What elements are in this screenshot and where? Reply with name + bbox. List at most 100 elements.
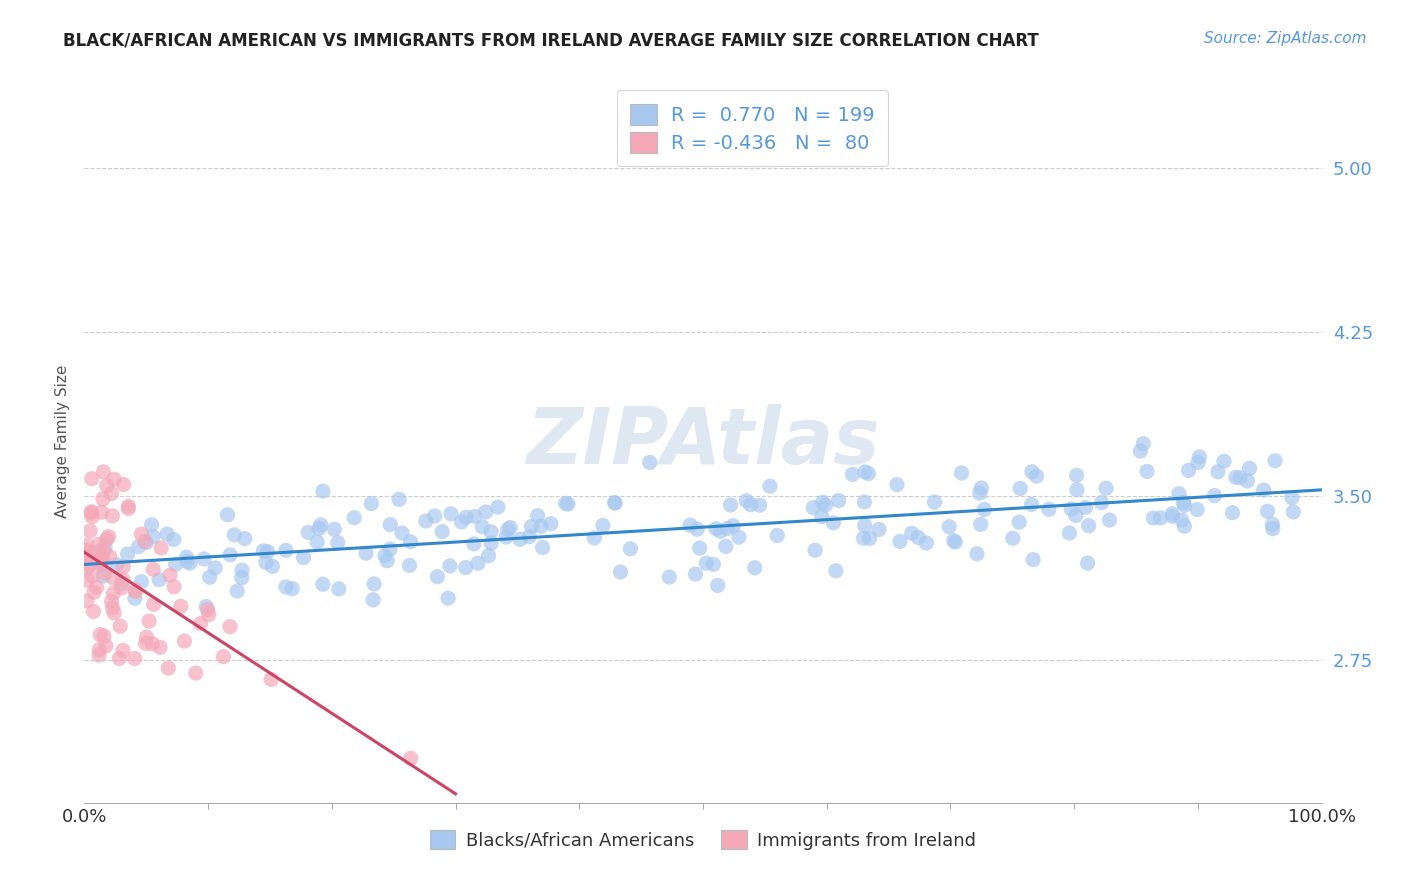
Point [689,541,711,555]
Point [966,547,988,561]
Point [853,495,876,509]
Point [142,562,165,576]
Point [478,549,501,563]
Point [176,550,198,565]
Point [454,510,477,524]
Point [108,651,131,665]
Point [942,533,965,548]
Point [142,597,165,611]
Point [889,534,911,549]
Point [1077,556,1099,570]
Point [827,493,849,508]
Point [938,519,960,533]
Point [297,525,319,540]
Point [117,501,139,516]
Point [1066,468,1088,483]
Point [89,551,111,566]
Point [1022,552,1045,566]
Point [841,467,863,482]
Point [853,518,876,533]
Point [219,548,242,562]
Point [744,561,766,575]
Point [93,629,115,643]
Point [450,515,472,529]
Point [87,537,110,551]
Point [759,479,782,493]
Point [1001,531,1024,545]
Point [399,534,422,549]
Point [1161,507,1184,521]
Point [1213,454,1236,468]
Point [254,555,277,569]
Point [309,517,332,532]
Point [1222,506,1244,520]
Point [256,544,278,558]
Point [526,508,548,523]
Point [969,517,991,532]
Point [1021,497,1043,511]
Point [117,499,139,513]
Point [378,542,401,557]
Point [709,524,731,539]
Point [93,544,115,558]
Point [343,510,366,524]
Point [1132,436,1154,450]
Point [131,574,153,589]
Point [111,643,134,657]
Point [173,634,195,648]
Point [262,559,284,574]
Point [212,649,235,664]
Point [1225,470,1247,484]
Point [1161,509,1184,524]
Point [142,530,165,544]
Point [1149,511,1171,525]
Point [193,552,215,566]
Point [1010,482,1032,496]
Point [91,553,114,567]
Point [134,534,156,549]
Point [165,558,187,572]
Point [176,555,198,569]
Point [1206,465,1229,479]
Point [859,532,882,546]
Point [83,605,105,619]
Point [1059,526,1081,541]
Point [728,530,751,544]
Point [93,566,115,580]
Point [1173,519,1195,533]
Point [124,591,146,606]
Point [141,517,163,532]
Point [1095,481,1118,495]
Point [1261,522,1284,536]
Point [1064,508,1087,523]
Point [159,568,181,582]
Point [426,569,449,583]
Point [391,526,413,541]
Point [90,558,112,572]
Point [852,532,875,546]
Point [592,518,614,533]
Point [149,640,172,655]
Point [157,661,180,675]
Point [810,509,832,524]
Point [89,628,111,642]
Point [486,500,509,514]
Point [1021,465,1043,479]
Point [969,486,991,500]
Point [467,556,489,570]
Point [735,494,758,508]
Point [103,586,125,600]
Point [804,543,827,558]
Point [226,584,249,599]
Point [440,507,463,521]
Point [260,673,283,687]
Point [94,540,117,554]
Point [638,455,661,469]
Point [307,535,329,549]
Point [96,478,118,492]
Point [520,519,543,533]
Point [124,651,146,665]
Point [540,516,562,531]
Point [1074,500,1097,515]
Point [557,497,579,511]
